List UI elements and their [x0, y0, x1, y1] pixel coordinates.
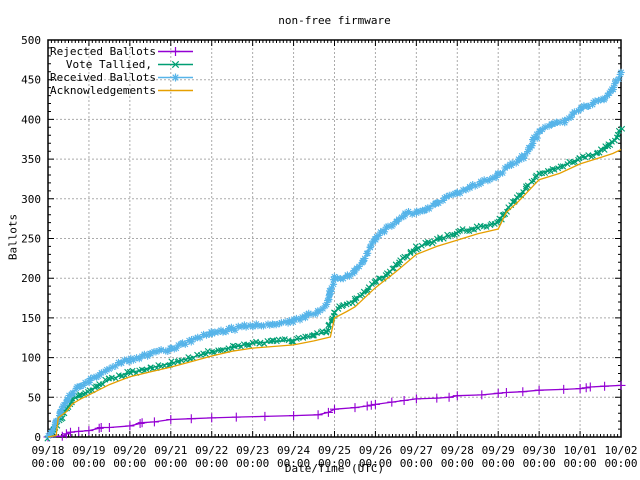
svg-text:50: 50	[28, 391, 41, 404]
svg-text:00:00: 00:00	[195, 457, 228, 470]
svg-text:00:00: 00:00	[441, 457, 474, 470]
svg-text:00:00: 00:00	[72, 457, 105, 470]
svg-text:09/29: 09/29	[482, 444, 515, 457]
svg-text:09/20: 09/20	[113, 444, 146, 457]
chart-title: non-free firmware	[278, 14, 391, 27]
svg-text:350: 350	[21, 153, 41, 166]
svg-text:00:00: 00:00	[564, 457, 597, 470]
svg-text:00:00: 00:00	[604, 457, 637, 470]
svg-text:500: 500	[21, 34, 41, 47]
svg-text:0: 0	[34, 431, 41, 444]
svg-text:00:00: 00:00	[31, 457, 64, 470]
svg-text:09/25: 09/25	[318, 444, 351, 457]
svg-text:450: 450	[21, 74, 41, 87]
svg-text:00:00: 00:00	[236, 457, 269, 470]
svg-text:09/19: 09/19	[72, 444, 105, 457]
plot-border	[47, 39, 622, 438]
legend-label: Received Ballots	[50, 71, 156, 84]
svg-text:00:00: 00:00	[277, 457, 310, 470]
legend-sample-line-icon	[158, 73, 193, 82]
svg-text:400: 400	[21, 113, 41, 126]
series-received-ballots	[44, 68, 625, 440]
tick-labels: 05010015020025030035040045050009/1800:00…	[21, 34, 637, 470]
svg-text:00:00: 00:00	[482, 457, 515, 470]
svg-text:250: 250	[21, 233, 41, 246]
x-axis-label: Date/Time (UTC)	[284, 462, 385, 475]
legend: Rejected Ballots Vote Tallied, Received …	[50, 45, 195, 97]
svg-text:09/18: 09/18	[31, 444, 64, 457]
series-acknowledgements	[47, 149, 622, 438]
svg-text:100: 100	[21, 352, 41, 365]
legend-label: Rejected Ballots	[50, 45, 156, 58]
legend-item-vote-tallied: Vote Tallied,	[50, 58, 195, 71]
svg-text:09/24: 09/24	[277, 444, 310, 457]
svg-text:300: 300	[21, 193, 41, 206]
svg-text:10/02: 10/02	[604, 444, 637, 457]
grid-lines	[48, 40, 621, 437]
legend-sample-line-icon	[158, 89, 193, 92]
svg-text:09/23: 09/23	[236, 444, 269, 457]
svg-text:00:00: 00:00	[113, 457, 146, 470]
svg-text:10/01: 10/01	[564, 444, 597, 457]
svg-text:150: 150	[21, 312, 41, 325]
svg-text:00:00: 00:00	[523, 457, 556, 470]
svg-text:09/28: 09/28	[441, 444, 474, 457]
legend-item-received-ballots: Received Ballots	[50, 71, 195, 84]
svg-text:09/30: 09/30	[523, 444, 556, 457]
svg-text:00:00: 00:00	[154, 457, 187, 470]
svg-text:00:00: 00:00	[318, 457, 351, 470]
svg-text:00:00: 00:00	[400, 457, 433, 470]
legend-label: Vote Tallied,	[65, 58, 152, 71]
legend-label: Acknowledgements	[50, 84, 156, 97]
legend-sample-line-icon	[158, 47, 193, 56]
legend-item-rejected-ballots: Rejected Ballots	[50, 45, 195, 58]
svg-text:00:00: 00:00	[359, 457, 392, 470]
svg-text:200: 200	[21, 272, 41, 285]
series-vote-tallied	[44, 125, 626, 442]
svg-text:09/26: 09/26	[359, 444, 392, 457]
svg-text:09/21: 09/21	[154, 444, 187, 457]
svg-text:09/27: 09/27	[400, 444, 433, 457]
legend-sample-line-icon	[158, 60, 193, 69]
legend-item-acknowledgements: Acknowledgements	[50, 84, 195, 97]
svg-text:09/22: 09/22	[195, 444, 228, 457]
